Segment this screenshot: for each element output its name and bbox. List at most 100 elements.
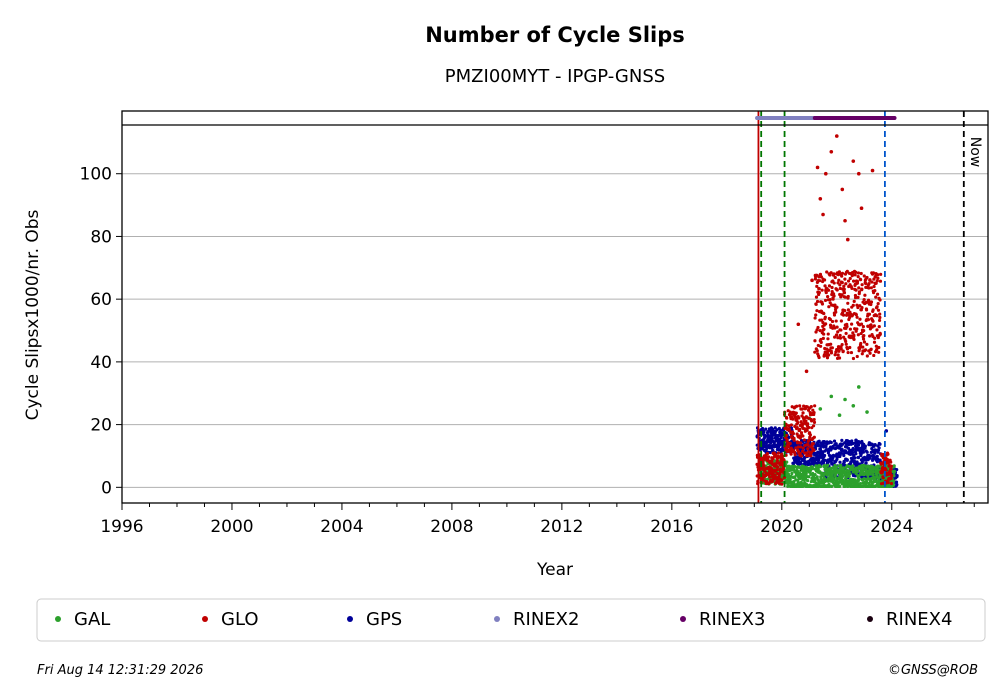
data-point-gal: [814, 481, 818, 485]
chart-subtitle: PMZI00MYT - IPGP-GNSS: [445, 66, 665, 87]
data-point-glo: [856, 171, 861, 176]
data-point-glo: [813, 316, 817, 320]
x-axis-label: Year: [536, 560, 573, 580]
data-point-glo: [877, 325, 881, 329]
legend-item-gal: GAL: [55, 609, 110, 630]
data-point-glo: [796, 420, 800, 425]
data-point-gal: [840, 474, 845, 478]
data-point-glo: [801, 434, 805, 438]
data-point-gal: [858, 481, 862, 486]
data-point-glo: [819, 275, 823, 279]
data-point-glo: [878, 298, 882, 302]
data-point-glo: [775, 468, 779, 472]
data-point-glo: [818, 279, 822, 283]
data-point-glo: [844, 339, 848, 344]
data-point-glo: [834, 310, 838, 314]
data-point-glo: [861, 325, 865, 329]
data-point-glo: [832, 313, 837, 317]
data-point-glo: [797, 416, 801, 420]
data-point-glo: [837, 278, 841, 282]
legend-box: [36, 598, 986, 642]
data-point-glo: [793, 453, 797, 457]
data-point-glo: [848, 345, 852, 350]
data-point-glo: [813, 404, 817, 408]
data-point-gps: [895, 467, 899, 472]
data-point-glo: [869, 347, 873, 351]
data-point-glo: [874, 281, 878, 285]
data-point-glo: [865, 342, 869, 346]
data-point-gal: [837, 413, 842, 417]
data-point-gal: [810, 467, 815, 471]
data-point-glo: [889, 464, 893, 468]
data-point-glo: [845, 269, 849, 273]
data-point-glo: [859, 278, 863, 282]
data-point-glo: [795, 404, 799, 408]
data-point-gal: [892, 474, 896, 478]
data-point-glo: [863, 293, 867, 297]
data-point-gal: [848, 464, 852, 469]
data-point-gal: [865, 410, 869, 414]
x-tick-label: 2000: [210, 517, 253, 537]
data-point-glo: [862, 274, 866, 278]
data-point-glo: [843, 218, 847, 223]
data-point-glo: [886, 480, 890, 485]
data-point-glo: [846, 308, 851, 312]
data-point-glo: [852, 333, 856, 337]
data-point-glo: [867, 286, 871, 290]
data-point-glo: [801, 422, 805, 426]
data-point-glo: [808, 435, 812, 439]
data-point-glo: [818, 329, 822, 333]
data-point-glo: [806, 447, 810, 451]
data-point-glo: [806, 422, 810, 426]
data-point-gal: [843, 397, 847, 402]
data-point-glo: [867, 312, 872, 316]
data-point-glo: [833, 353, 837, 357]
data-point-glo: [837, 356, 842, 360]
data-point-glo: [866, 318, 871, 322]
data-point-gps: [895, 482, 899, 487]
rinex-rinex2: [755, 116, 820, 120]
data-point-glo: [776, 465, 780, 469]
data-point-glo: [856, 295, 860, 299]
data-point-glo: [833, 275, 837, 280]
legend-marker: [680, 616, 686, 622]
data-point-gal: [851, 464, 855, 468]
data-point-gps: [895, 474, 899, 478]
data-point-glo: [862, 297, 866, 302]
data-point-glo: [822, 332, 826, 336]
data-point-glo: [768, 475, 772, 479]
data-point-gal: [790, 471, 794, 476]
data-point-glo: [858, 304, 862, 308]
data-point-glo: [865, 354, 869, 358]
data-point-glo: [830, 285, 834, 290]
data-point-glo: [877, 318, 882, 323]
data-point-glo: [792, 438, 796, 442]
data-point-gal: [844, 475, 849, 479]
data-point-glo: [855, 279, 860, 284]
data-point-gal: [826, 463, 830, 467]
data-point-glo: [812, 420, 817, 424]
data-point-gal: [834, 465, 839, 469]
data-point-glo: [802, 404, 806, 408]
data-point-glo: [799, 431, 804, 435]
data-point-glo: [787, 428, 792, 432]
data-point-gps: [772, 440, 776, 444]
y-tick-label: 0: [101, 478, 112, 498]
data-point-gal: [830, 484, 834, 488]
legend-item-glo: GLO: [202, 609, 259, 630]
data-point-glo: [784, 433, 789, 438]
data-point-glo: [869, 300, 874, 304]
x-tick-label: 2008: [430, 517, 473, 537]
data-point-glo: [789, 452, 793, 456]
data-point-glo: [854, 313, 858, 317]
data-point-glo: [873, 288, 877, 293]
rinex-strip: [755, 116, 897, 120]
data-point-glo: [786, 444, 791, 449]
data-point-glo: [874, 295, 878, 299]
data-point-glo: [812, 435, 816, 439]
data-point-glo: [850, 322, 854, 326]
y-tick-label: 80: [90, 227, 112, 247]
data-point-glo: [843, 295, 847, 299]
data-point-gal: [851, 403, 856, 408]
data-point-glo: [836, 353, 840, 357]
